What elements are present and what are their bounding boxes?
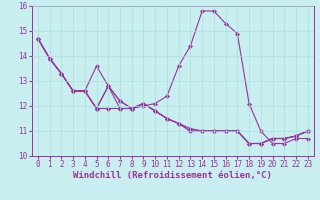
- X-axis label: Windchill (Refroidissement éolien,°C): Windchill (Refroidissement éolien,°C): [73, 171, 272, 180]
